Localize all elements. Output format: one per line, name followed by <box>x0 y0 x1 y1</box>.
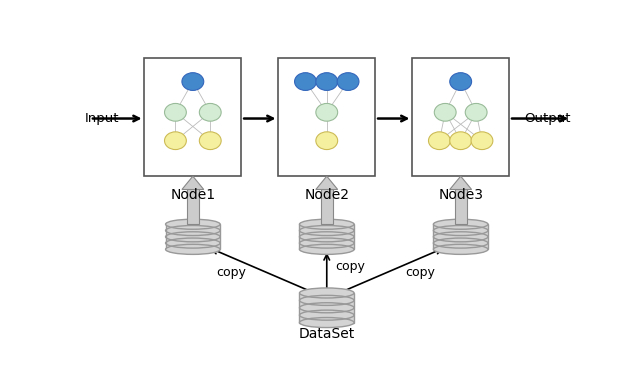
Ellipse shape <box>465 103 487 121</box>
Text: copy: copy <box>405 266 435 279</box>
Ellipse shape <box>433 244 488 254</box>
Ellipse shape <box>316 132 338 150</box>
Ellipse shape <box>199 103 221 121</box>
Ellipse shape <box>316 73 338 91</box>
Ellipse shape <box>435 103 456 121</box>
Bar <box>321 189 333 224</box>
Text: Node1: Node1 <box>170 188 216 202</box>
Bar <box>166 224 220 249</box>
Ellipse shape <box>164 103 186 121</box>
Ellipse shape <box>450 132 472 150</box>
Ellipse shape <box>429 132 451 150</box>
Ellipse shape <box>337 73 359 91</box>
Ellipse shape <box>300 318 354 328</box>
Text: DataSet: DataSet <box>299 327 355 341</box>
Bar <box>300 224 354 249</box>
Ellipse shape <box>166 244 220 254</box>
Ellipse shape <box>300 244 354 254</box>
Polygon shape <box>450 176 472 189</box>
Bar <box>278 58 375 176</box>
Text: Node2: Node2 <box>304 188 349 202</box>
Bar <box>187 189 199 224</box>
Ellipse shape <box>316 103 338 121</box>
Bar <box>300 293 354 323</box>
Ellipse shape <box>182 73 204 91</box>
Ellipse shape <box>471 132 493 150</box>
Text: copy: copy <box>216 266 246 279</box>
Ellipse shape <box>199 132 221 150</box>
Text: Node3: Node3 <box>438 188 483 202</box>
Text: Output: Output <box>525 112 571 125</box>
Text: Input: Input <box>85 112 120 125</box>
Polygon shape <box>316 176 338 189</box>
Bar <box>433 224 488 249</box>
Polygon shape <box>182 176 204 189</box>
Ellipse shape <box>300 219 354 229</box>
Ellipse shape <box>450 73 472 91</box>
Text: copy: copy <box>335 260 365 273</box>
Bar <box>145 58 241 176</box>
Bar <box>455 189 467 224</box>
Ellipse shape <box>294 73 316 91</box>
Ellipse shape <box>300 288 354 298</box>
Ellipse shape <box>433 219 488 229</box>
Ellipse shape <box>166 219 220 229</box>
Bar <box>412 58 509 176</box>
Ellipse shape <box>164 132 186 150</box>
